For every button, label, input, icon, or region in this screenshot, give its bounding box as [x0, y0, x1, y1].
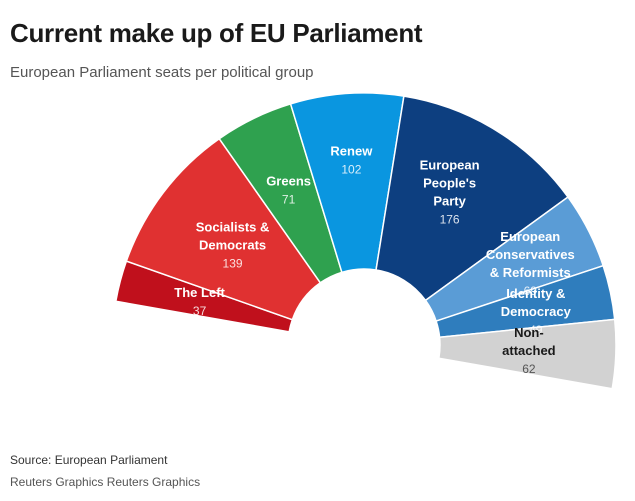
- segment-value: 102: [341, 162, 361, 176]
- label-identity-and-democracy: Identity & Democracy 49: [501, 286, 572, 337]
- segment-name: Identity &: [506, 286, 565, 301]
- chart-segments: [114, 92, 617, 390]
- chart-labels: The Left 37 Socialists & Democrats 139 Greens…: [174, 143, 574, 376]
- credit-note: Reuters Graphics Reuters Graphics: [10, 475, 201, 489]
- source-note: Source: European Parliament: [10, 453, 168, 467]
- segment-value: 37: [193, 304, 207, 318]
- segment-name: Party: [433, 193, 466, 208]
- segment-name: People's: [423, 175, 476, 190]
- label-renew: Renew 102: [330, 143, 373, 176]
- label-the-left: The Left 37: [174, 285, 225, 318]
- segment-non-attached: [437, 318, 617, 390]
- segment-value: 176: [440, 212, 460, 226]
- segment-name: Greens: [266, 173, 311, 188]
- label-european-people-s-party: European People's Party 176: [420, 157, 480, 226]
- segment-name: Socialists &: [196, 219, 270, 234]
- chart-title: Current make up of EU Parliament: [10, 18, 423, 48]
- segment-value: 62: [522, 362, 536, 376]
- label-non-attached: Non-attached 62: [502, 325, 556, 376]
- segment-socialists-and-democrats: [125, 137, 322, 321]
- segment-name: Democracy: [501, 304, 572, 319]
- segment-value: 49: [529, 323, 543, 337]
- segment-name: European: [420, 157, 480, 172]
- chart-subtitle: European Parliament seats per political …: [10, 64, 314, 81]
- segment-value: 69: [524, 284, 538, 298]
- segment-name: Conservatives: [486, 247, 575, 262]
- label-socialists-and-democrats: Socialists & Democrats 139: [196, 219, 270, 270]
- label-european-conservatives-and-reformists: European Conservatives & Reformists 69: [486, 229, 575, 298]
- segment-name: & Reformists: [490, 265, 571, 280]
- segment-name: The Left: [174, 285, 225, 300]
- segment-name: Democrats: [199, 237, 266, 252]
- segment-name: European: [500, 229, 560, 244]
- segment-name: Non-: [514, 325, 544, 340]
- segment-name: Renew: [330, 143, 373, 158]
- label-greens: Greens 71: [266, 173, 311, 206]
- segment-european-people-s-party: [375, 95, 570, 302]
- segment-name: attached: [502, 343, 556, 358]
- segment-value: 71: [282, 192, 296, 206]
- segment-value: 139: [223, 256, 243, 270]
